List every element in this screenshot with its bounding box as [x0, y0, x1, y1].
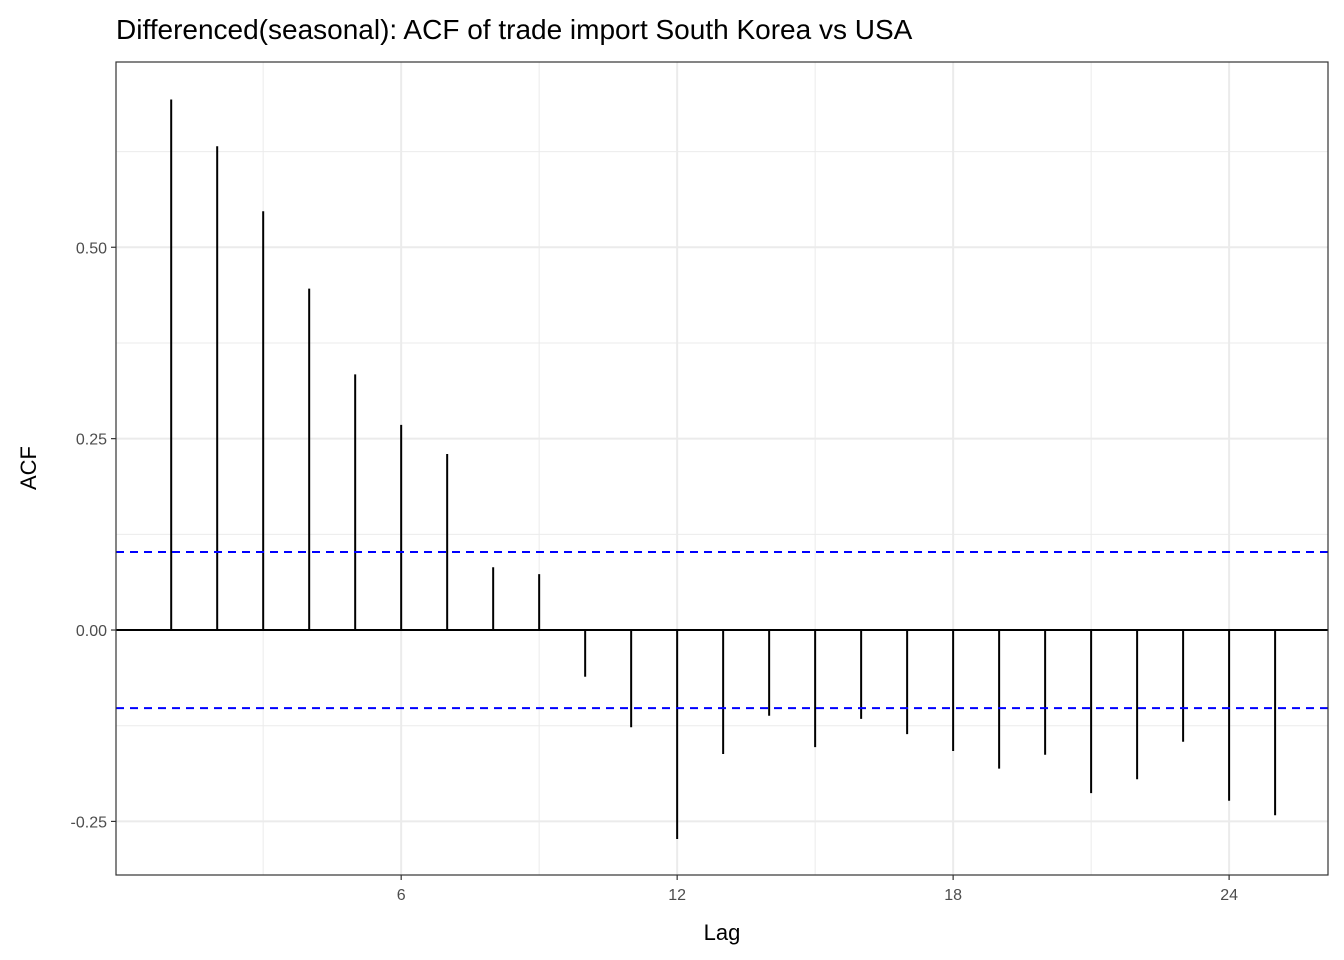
x-tick-label: 24 — [1220, 887, 1238, 904]
x-tick-label: 12 — [668, 887, 686, 904]
gridlines — [116, 62, 1328, 875]
y-tick-label: 0.25 — [76, 432, 107, 449]
x-axis-title: Lag — [704, 920, 741, 945]
x-tick-label: 18 — [944, 887, 962, 904]
y-axis: -0.25 0.00 0.25 0.50 — [71, 240, 116, 831]
y-axis-title: ACF — [16, 446, 41, 490]
plot-border — [115, 61, 1329, 876]
y-tick-label: -0.25 — [71, 814, 108, 831]
acf-bars — [116, 99, 1328, 840]
y-tick-label: 0.00 — [76, 623, 107, 640]
chart-title: Differenced(seasonal): ACF of trade impo… — [116, 14, 913, 45]
x-axis: 6 12 18 24 — [397, 875, 1238, 904]
y-tick-label: 0.50 — [76, 240, 107, 257]
x-tick-label: 6 — [397, 887, 406, 904]
